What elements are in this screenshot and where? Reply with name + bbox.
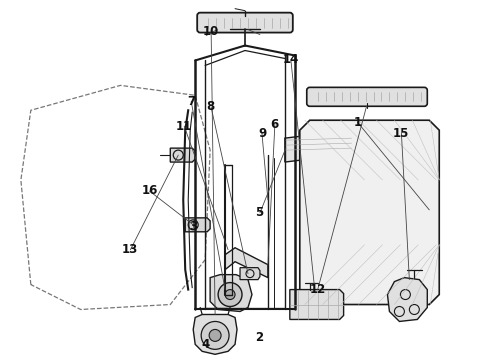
Text: 1: 1 <box>353 116 361 129</box>
Text: 3: 3 <box>190 220 198 233</box>
Circle shape <box>209 329 221 341</box>
Circle shape <box>218 283 242 306</box>
Polygon shape <box>290 289 343 319</box>
Text: 8: 8 <box>207 100 215 113</box>
Polygon shape <box>225 248 268 278</box>
Text: 13: 13 <box>122 243 138 256</box>
Text: 16: 16 <box>142 184 158 197</box>
Circle shape <box>201 321 229 349</box>
Text: 12: 12 <box>310 283 326 296</box>
Text: 14: 14 <box>283 53 299 66</box>
Polygon shape <box>285 130 358 162</box>
FancyBboxPatch shape <box>307 87 427 106</box>
Circle shape <box>225 289 235 300</box>
Polygon shape <box>388 278 427 321</box>
Polygon shape <box>300 120 439 305</box>
Text: 9: 9 <box>258 127 266 140</box>
Text: 7: 7 <box>187 95 196 108</box>
Text: 10: 10 <box>203 25 219 38</box>
Text: 5: 5 <box>255 206 264 219</box>
Text: 6: 6 <box>270 118 278 131</box>
Polygon shape <box>171 148 195 162</box>
FancyBboxPatch shape <box>197 13 293 32</box>
Text: 2: 2 <box>256 331 264 344</box>
Text: 11: 11 <box>176 120 192 133</box>
Polygon shape <box>185 218 210 232</box>
Text: 4: 4 <box>202 338 210 351</box>
Polygon shape <box>210 275 252 311</box>
Polygon shape <box>240 268 260 280</box>
Polygon shape <box>193 315 237 354</box>
Text: 15: 15 <box>393 127 409 140</box>
